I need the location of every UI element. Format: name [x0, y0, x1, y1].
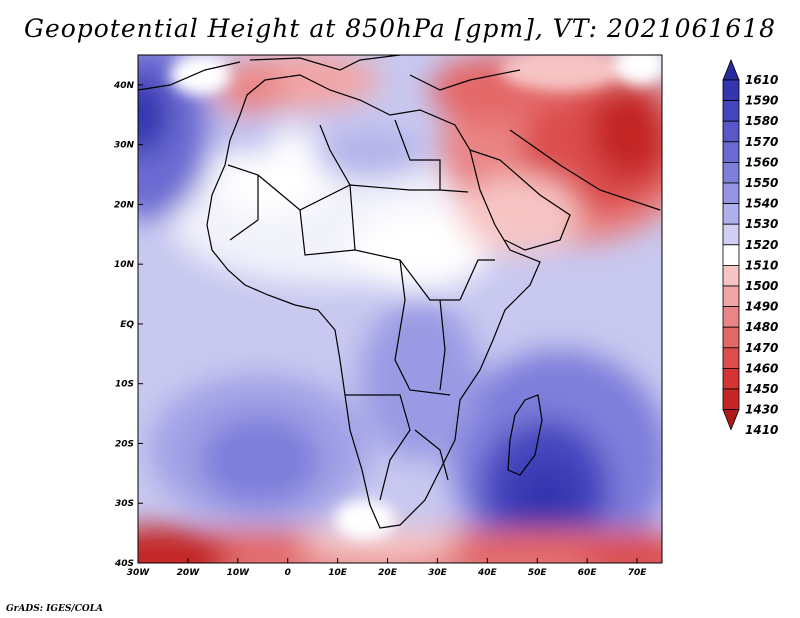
axis-labels: 30W 20W 10W 0 10E 20E 30E 40E 50E 60E 70E 40N 30N 20N… — [113, 81, 647, 578]
colorbar-label: 1580 — [745, 114, 778, 128]
lon-tick-label: 10E — [328, 568, 348, 578]
lon-tick-label: 70E — [628, 568, 648, 578]
lon-tick-label: 50E — [528, 568, 548, 578]
colorbar-label: 1480 — [745, 320, 778, 334]
colorbar-label: 1510 — [745, 258, 778, 272]
plot-frame — [137, 54, 663, 564]
colorbar-label: 1500 — [745, 279, 778, 293]
colorbar-label: 1470 — [745, 341, 778, 355]
lat-tick-label: 40N — [113, 81, 135, 91]
lat-tick-label: 20S — [115, 439, 134, 449]
map-title: Geopotential Height at 850hPa [gpm], VT:… — [23, 14, 777, 43]
colorbar-label: 1430 — [745, 403, 778, 417]
colorbar-label: 1530 — [745, 217, 778, 231]
lat-tick-label: 30S — [115, 499, 134, 509]
colorbar-swatch — [722, 203, 740, 225]
colorbar-label: 1570 — [745, 135, 778, 149]
colorbar-label: 1610 — [745, 73, 778, 87]
colorbar-label: 1410 — [745, 423, 778, 437]
colorbar-swatch — [722, 347, 740, 369]
lat-tick-label: EQ — [120, 320, 134, 330]
colorbar-bottom-arrow — [722, 409, 740, 431]
colorbar-swatch — [722, 223, 740, 246]
colorbar-top-arrow — [722, 58, 740, 81]
lon-tick-label: 20E — [378, 568, 398, 578]
colorbar-swatch — [722, 306, 740, 328]
colorbar-swatch — [722, 285, 740, 308]
lon-tick-label: 40E — [477, 568, 498, 578]
colorbar-label: 1520 — [745, 238, 778, 252]
height-field — [138, 55, 662, 563]
lat-tick-label: 30N — [114, 141, 135, 151]
colorbar-swatch — [722, 367, 740, 390]
colorbar-swatch — [722, 141, 740, 163]
coastlines — [138, 55, 661, 529]
lon-tick-label: 0 — [285, 568, 291, 578]
lat-tick-label: 10S — [115, 380, 134, 390]
colorbar-swatch — [722, 120, 740, 143]
lon-tick-label: 30W — [127, 568, 151, 578]
colorbar-swatch — [722, 264, 740, 287]
colorbar-label: 1560 — [745, 155, 778, 169]
colorbar-swatch — [722, 182, 740, 205]
lat-tick-label: 10N — [114, 260, 135, 270]
colorbar: 1610 1590 1580 1570 1560 1550 1540 1530 1520 1510… — [722, 58, 778, 437]
colorbar-swatch — [722, 79, 740, 102]
grads-credit: GrADS: IGES/COLA — [6, 604, 104, 614]
lon-tick-label: 10W — [227, 568, 251, 578]
colorbar-swatch — [722, 100, 740, 122]
colorbar-swatch — [722, 326, 740, 349]
lon-tick-label: 20W — [177, 568, 201, 578]
lon-tick-label: 60E — [578, 568, 598, 578]
colorbar-label: 1460 — [745, 361, 778, 375]
colorbar-label: 1540 — [745, 197, 778, 211]
colorbar-swatch — [722, 244, 740, 266]
colorbar-label: 1490 — [745, 300, 778, 314]
colorbar-label: 1590 — [745, 94, 778, 108]
colorbar-label: 1450 — [745, 382, 778, 396]
colorbar-label: 1550 — [745, 176, 778, 190]
lat-tick-label: 20N — [114, 200, 135, 210]
colorbar-swatch — [722, 388, 740, 411]
lat-tick-label: 40S — [114, 559, 134, 569]
lon-tick-label: 30E — [428, 568, 448, 578]
colorbar-swatch — [722, 161, 740, 184]
